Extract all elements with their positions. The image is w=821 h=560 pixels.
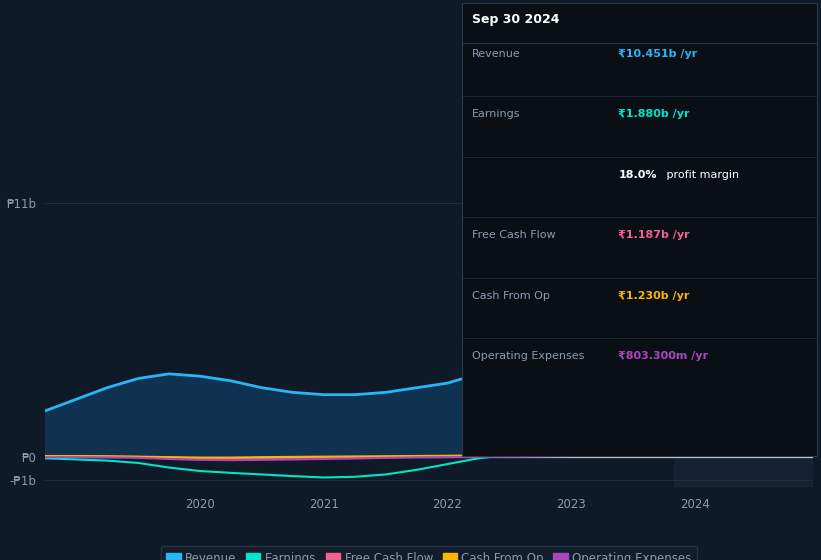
Text: ₹1.187b /yr: ₹1.187b /yr [618, 230, 690, 240]
Bar [674, 168, 821, 487]
Legend: Revenue, Earnings, Free Cash Flow, Cash From Op, Operating Expenses: Revenue, Earnings, Free Cash Flow, Cash … [161, 546, 697, 560]
Text: Sep 30 2024: Sep 30 2024 [472, 13, 560, 26]
Text: ₹1.230b /yr: ₹1.230b /yr [618, 291, 690, 301]
Text: Revenue: Revenue [472, 49, 521, 59]
Text: profit margin: profit margin [663, 170, 740, 180]
Text: Free Cash Flow: Free Cash Flow [472, 230, 556, 240]
Text: Earnings: Earnings [472, 109, 521, 119]
Text: ₹1.880b /yr: ₹1.880b /yr [618, 109, 690, 119]
Text: ₹10.451b /yr: ₹10.451b /yr [618, 49, 698, 59]
Text: ₹803.300m /yr: ₹803.300m /yr [618, 351, 709, 361]
Text: 18.0%: 18.0% [618, 170, 657, 180]
Text: Operating Expenses: Operating Expenses [472, 351, 585, 361]
Text: Cash From Op: Cash From Op [472, 291, 550, 301]
